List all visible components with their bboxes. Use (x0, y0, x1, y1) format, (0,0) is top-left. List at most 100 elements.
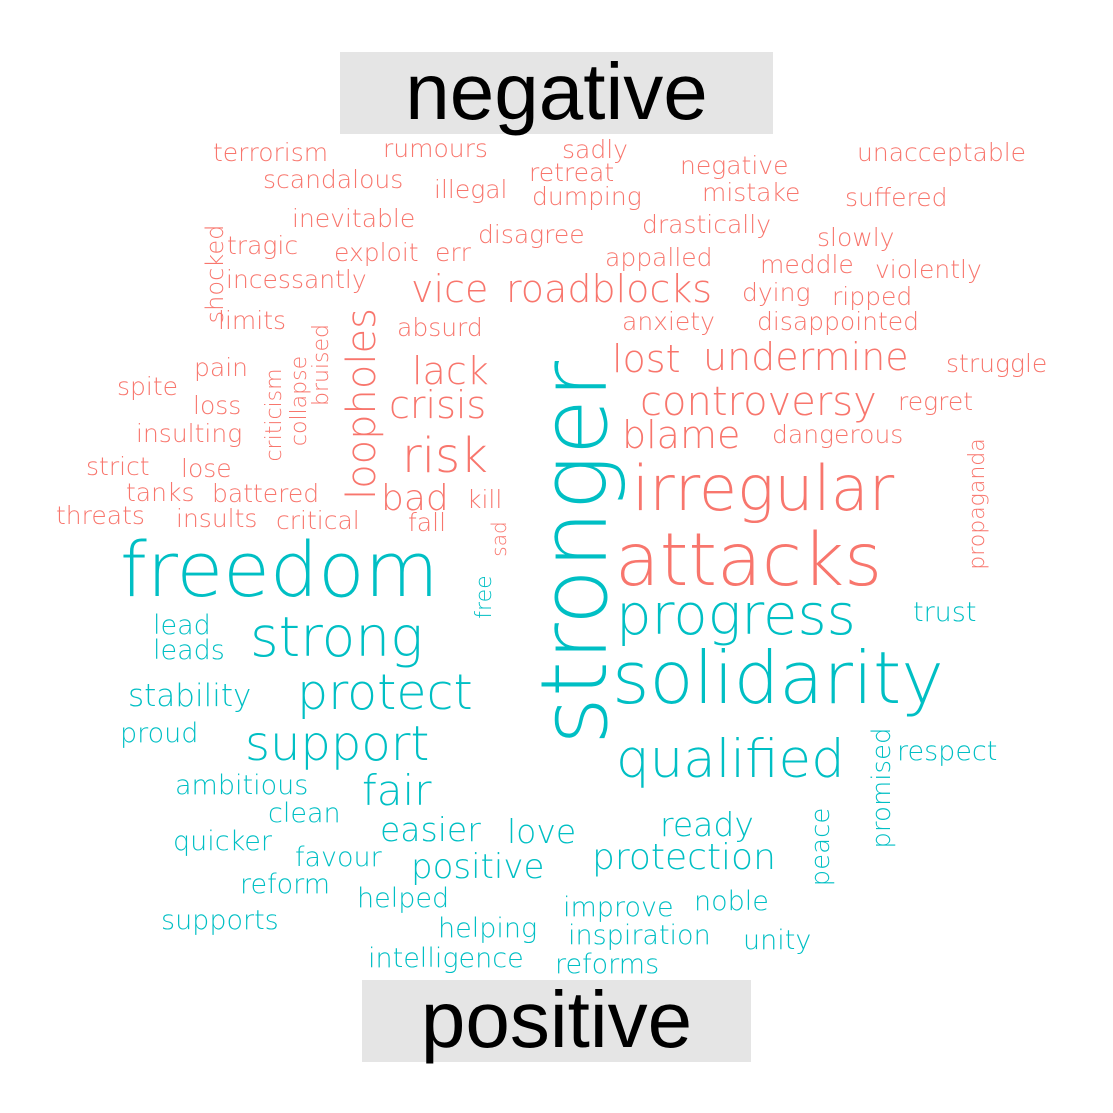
word-text: propaganda (965, 438, 990, 570)
word-threats: threats (56, 501, 145, 530)
word-quicker: quicker (173, 826, 272, 857)
word-irregular: irregular (632, 452, 895, 525)
word-qualified: qualified (616, 729, 845, 790)
word-free: free (470, 563, 500, 631)
word-protection: protection (592, 837, 776, 878)
word-reform: reform (240, 869, 331, 900)
word-critical: critical (276, 506, 360, 535)
word-protect: protect (297, 664, 473, 721)
word-appalled: appalled (605, 243, 713, 272)
word-supports: supports (161, 905, 279, 936)
word-unacceptable: unacceptable (857, 138, 1027, 167)
word-violently: violently (875, 255, 982, 284)
word-fair: fair (362, 766, 432, 815)
word-limits: limits (218, 306, 287, 335)
word-insulting: insulting (136, 419, 243, 448)
word-undermine: undermine (703, 335, 909, 379)
word-lose: lose (181, 454, 232, 483)
word-terrorism: terrorism (213, 138, 329, 167)
word-err: err (435, 238, 471, 267)
word-dumping: dumping (532, 182, 642, 211)
word-improve: improve (563, 892, 674, 923)
word-easier: easier (380, 810, 481, 849)
word-favour: favour (295, 842, 382, 873)
word-unity: unity (743, 925, 812, 956)
word-ripped: ripped (832, 282, 913, 311)
word-meddle: meddle (760, 250, 854, 279)
word-love: love (507, 812, 577, 851)
word-proud: proud (120, 718, 199, 749)
word-negative: negative (680, 151, 789, 180)
word-helping: helping (438, 913, 538, 944)
word-ambitious: ambitious (175, 770, 309, 801)
word-retreat: retreat (529, 158, 615, 187)
word-loss: loss (193, 391, 242, 420)
word-exploit: exploit (334, 238, 419, 267)
word-promised: promised (862, 712, 902, 864)
word-peace: peace (801, 797, 841, 897)
word-helped: helped (357, 883, 450, 914)
word-scandalous: scandalous (263, 165, 404, 194)
word-lack: lack (412, 349, 489, 393)
word-controversy: controversy (640, 379, 877, 425)
word-text: promised (867, 727, 897, 849)
word-loopholes: loopholes (338, 300, 386, 508)
word-vice: vice (411, 267, 489, 311)
word-regret: regret (898, 387, 974, 416)
word-risk: risk (402, 428, 488, 484)
word-disappointed: disappointed (757, 307, 920, 336)
word-support: support (245, 716, 430, 772)
word-strong: strong (250, 605, 424, 669)
word-bad: bad (381, 478, 449, 519)
word-text: free (472, 575, 497, 619)
word-lost: lost (612, 337, 681, 381)
word-slowly: slowly (817, 223, 895, 252)
word-ready: ready (660, 805, 754, 844)
word-respect: respect (897, 736, 998, 767)
word-text: stronger (521, 360, 628, 746)
word-trust: trust (913, 597, 977, 628)
word-positive: positive (411, 847, 545, 887)
word-incessantly: incessantly (226, 265, 367, 294)
word-text: criticism (262, 368, 287, 462)
word-pain: pain (194, 353, 248, 382)
group-label-negative: negative (340, 52, 773, 134)
word-freedom: freedom (120, 525, 439, 614)
word-lead: lead (153, 610, 211, 641)
word-inspiration: inspiration (568, 920, 711, 951)
word-dangerous: dangerous (772, 420, 904, 449)
word-sad: sad (485, 512, 513, 566)
word-illegal: illegal (434, 175, 508, 204)
word-disagree: disagree (478, 220, 585, 249)
word-text: loopholes (339, 308, 385, 500)
word-crisis: crisis (389, 383, 487, 427)
word-leads: leads (153, 635, 225, 666)
word-tragic: tragic (227, 231, 299, 260)
word-anxiety: anxiety (622, 307, 715, 336)
word-kill: kill (467, 485, 503, 514)
word-propaganda: propaganda (962, 415, 994, 593)
word-tanks: tanks (126, 478, 195, 507)
word-absurd: absurd (397, 313, 483, 342)
word-rumours: rumours (383, 134, 488, 163)
word-attacks: attacks (615, 518, 883, 603)
word-reforms: reforms (555, 949, 660, 980)
word-insults: insults (176, 504, 258, 533)
word-suffered: suffered (845, 183, 948, 212)
word-clean: clean (268, 798, 341, 829)
word-progress: progress (616, 583, 856, 648)
word-stability: stability (128, 678, 252, 714)
word-blame: blame (622, 413, 741, 457)
word-dying: dying (742, 278, 811, 307)
word-roadblocks: roadblocks (506, 267, 713, 311)
word-struggle: struggle (946, 349, 1048, 378)
word-criticism: criticism (259, 352, 291, 478)
word-text: sad (487, 521, 511, 557)
word-inevitable: inevitable (292, 204, 416, 233)
word-text: peace (806, 807, 836, 887)
word-mistake: mistake (702, 178, 801, 207)
group-label-positive: positive (362, 980, 751, 1062)
word-spite: spite (117, 372, 179, 401)
word-intelligence: intelligence (368, 943, 524, 974)
